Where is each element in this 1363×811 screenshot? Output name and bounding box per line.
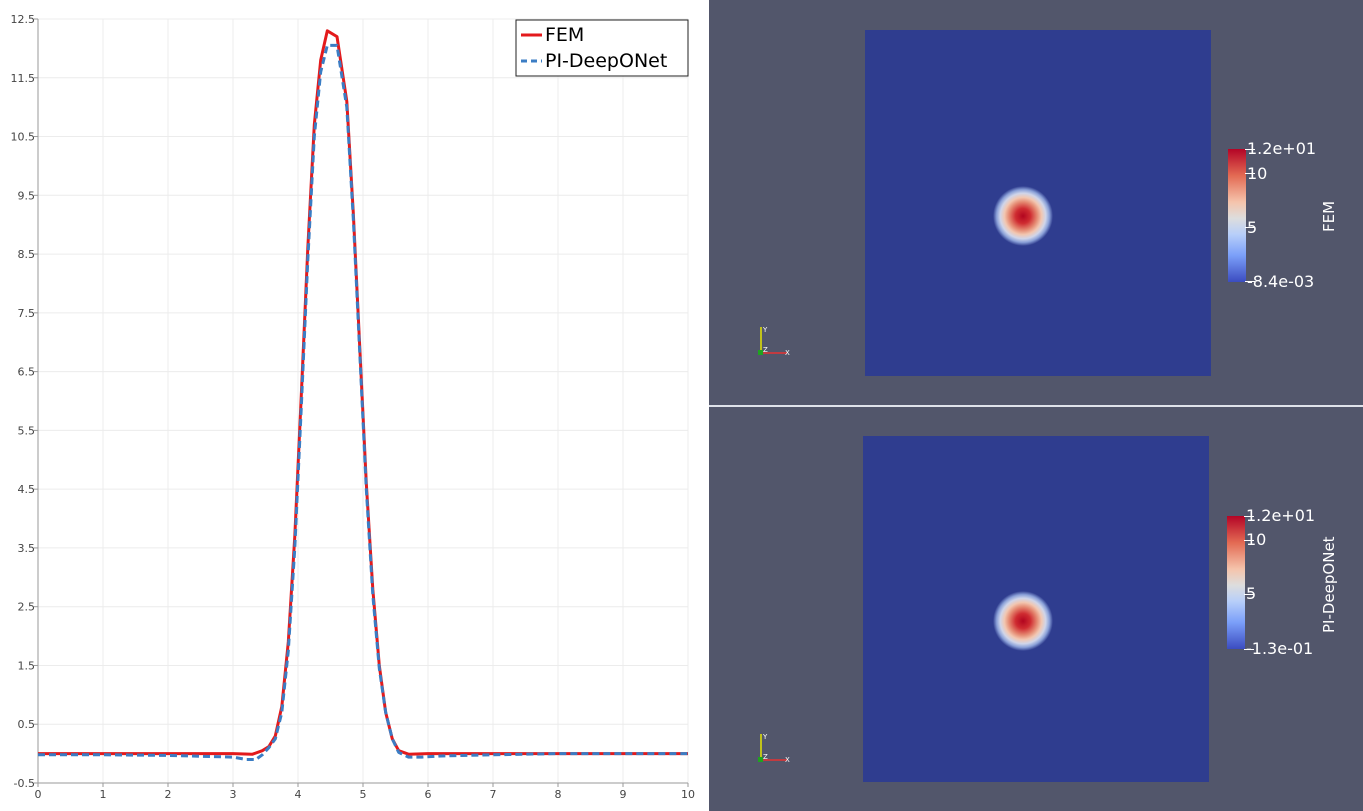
svg-text:Z: Z bbox=[763, 346, 768, 354]
x-tick-label: 10 bbox=[681, 788, 695, 801]
fem-orientation-axes: Y Z X bbox=[758, 326, 790, 356]
svg-text:X: X bbox=[785, 349, 790, 356]
pi-deeponet-colorbar-5-label: 5 bbox=[1246, 584, 1257, 603]
legend-label-fem: FEM bbox=[545, 24, 584, 46]
y-tick-label: 4.5 bbox=[18, 483, 36, 496]
series-line-pi-deeponet bbox=[38, 43, 688, 761]
y-tick-label: 12.5 bbox=[11, 13, 36, 26]
y-tick-label: 8.5 bbox=[18, 248, 36, 261]
pi-deeponet-colorbar-tick-max bbox=[1244, 516, 1254, 517]
x-tick-label: 1 bbox=[100, 788, 107, 801]
y-tick-label: -0.5 bbox=[14, 777, 35, 790]
y-tick-label: 6.5 bbox=[18, 366, 36, 379]
fem-colorbar-min-label: -8.4e-03 bbox=[1247, 272, 1315, 291]
fem-render-view[interactable]: 1.2e+01 10 5 -8.4e-03 FEM Y Z X bbox=[709, 0, 1363, 405]
x-tick-label: 4 bbox=[295, 788, 302, 801]
svg-text:Y: Y bbox=[762, 733, 768, 741]
series-line-fem bbox=[38, 29, 688, 756]
pi-deeponet-colorbar-max-label: 1.2e+01 bbox=[1246, 506, 1316, 525]
y-tick-label: 10.5 bbox=[11, 131, 36, 144]
x-tick-label: 5 bbox=[360, 788, 367, 801]
fem-colorbar-max-label: 1.2e+01 bbox=[1247, 139, 1317, 158]
x-tick-label: 7 bbox=[490, 788, 497, 801]
pi-deeponet-peak-hotspot bbox=[993, 591, 1053, 651]
series-layer bbox=[38, 29, 688, 761]
pi-deeponet-orientation-axes: Y Z X bbox=[758, 733, 790, 763]
pi-deeponet-colorbar-tick-5 bbox=[1244, 594, 1254, 595]
pi-deeponet-colorbar-tick-min bbox=[1244, 649, 1254, 650]
fem-colorbar-tick-min bbox=[1245, 281, 1255, 282]
fem-colorbar-tick-5 bbox=[1245, 227, 1255, 228]
fem-peak-hotspot bbox=[993, 186, 1053, 246]
line-plot-panel: 0 1 2 3 4 5 6 7 8 9 10 -0.5 0.5 1.5 2.5 3.5 4.5 5.5 6.5 7.5… bbox=[10, 13, 696, 801]
x-tick-label: 9 bbox=[620, 788, 627, 801]
y-tick-label: 0.5 bbox=[18, 718, 36, 731]
line-chart: 0 1 2 3 4 5 6 7 8 9 10 -0.5 0.5 1.5 2.5 3.5 4.5 5.5 6.5 7.5… bbox=[11, 13, 696, 801]
pi-deeponet-colorbar bbox=[1227, 516, 1245, 649]
pi-deeponet-colorbar-10-label: 10 bbox=[1246, 530, 1267, 549]
x-tick-label: 6 bbox=[425, 788, 432, 801]
y-tick-label: 9.5 bbox=[18, 189, 36, 202]
x-tick-label: 8 bbox=[555, 788, 562, 801]
pi-deeponet-colorbar-min-label: -1.3e-01 bbox=[1246, 639, 1314, 658]
pi-deeponet-render-view[interactable]: 1.2e+01 10 5 -1.3e-01 PI-DeepONet Y Z X bbox=[709, 407, 1363, 811]
fem-colorbar-5-label: 5 bbox=[1247, 218, 1258, 237]
fem-colorbar bbox=[1228, 149, 1246, 282]
y-tick-label: 1.5 bbox=[18, 659, 36, 672]
x-tick-label: 2 bbox=[165, 788, 172, 801]
x-tick-label: 0 bbox=[35, 788, 42, 801]
legend: FEM PI-DeepONet bbox=[515, 19, 689, 77]
x-tick-label: 3 bbox=[230, 788, 237, 801]
legend-box bbox=[515, 19, 689, 77]
y-tick-label: 3.5 bbox=[18, 542, 36, 555]
fem-colorbar-10-label: 10 bbox=[1247, 164, 1268, 183]
y-tick-label: 2.5 bbox=[18, 601, 36, 614]
svg-text:Z: Z bbox=[763, 753, 768, 761]
fem-colorbar-title: FEM bbox=[1320, 200, 1338, 232]
y-tick-label: 11.5 bbox=[11, 72, 36, 85]
pi-deeponet-colorbar-tick-10 bbox=[1244, 540, 1254, 541]
tick-layer: 0 1 2 3 4 5 6 7 8 9 10 -0.5 0.5 1.5 2.5 3.5 4.5 5.5 6.5 7.5… bbox=[11, 13, 696, 801]
pi-deeponet-colorbar-title: PI-DeepONet bbox=[1320, 536, 1338, 633]
svg-text:X: X bbox=[785, 756, 790, 763]
y-tick-label: 5.5 bbox=[18, 424, 36, 437]
fem-colorbar-tick-max bbox=[1245, 149, 1255, 150]
y-tick-label: 7.5 bbox=[18, 307, 36, 320]
legend-label-pi-deeponet: PI-DeepONet bbox=[545, 50, 667, 72]
fem-colorbar-tick-10 bbox=[1245, 173, 1255, 174]
svg-text:Y: Y bbox=[762, 326, 768, 334]
view-divider[interactable] bbox=[709, 405, 1363, 407]
